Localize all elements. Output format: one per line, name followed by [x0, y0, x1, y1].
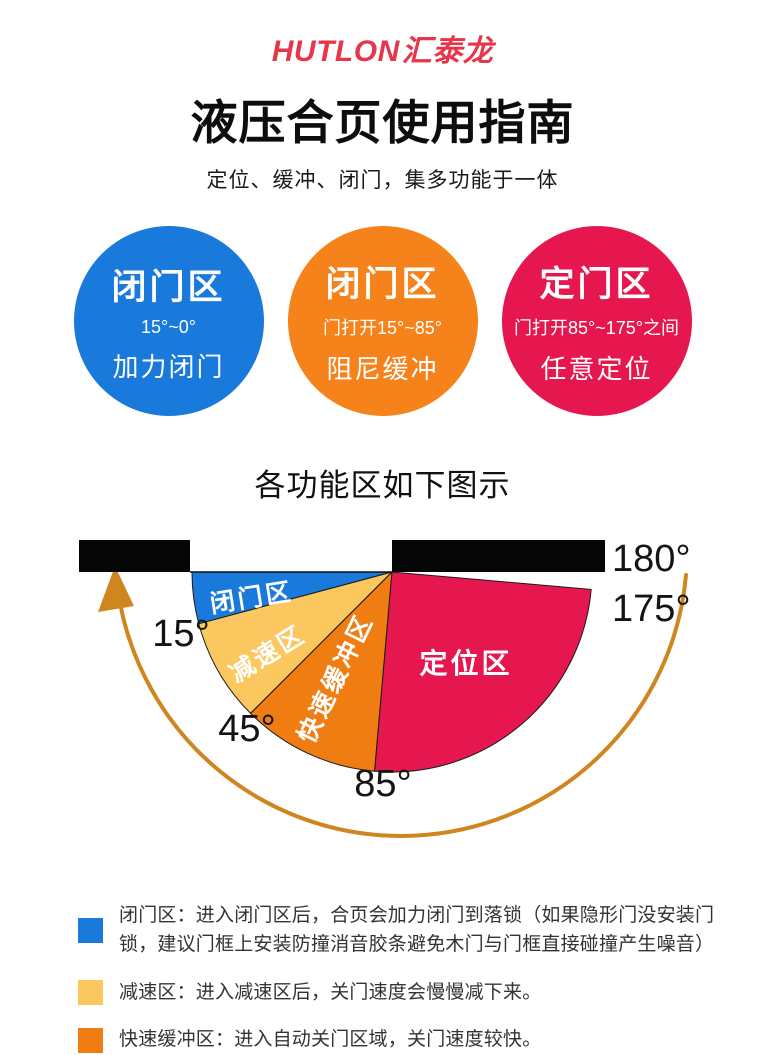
- legend-swatch-blue: [78, 917, 103, 943]
- circle-title: 闭门区: [111, 267, 226, 307]
- page-title: 液压合页使用指南: [190, 96, 575, 149]
- circle-description: 加力闭门: [112, 351, 225, 382]
- legend-item-deceleration-zone: 减速区：进入减速区后，关门速度会慢慢减下来。: [78, 978, 728, 1007]
- circle-angle-range: 门打开15°~85°: [323, 318, 442, 339]
- page-subtitle: 定位、缓冲、闭门，集多功能于一体: [206, 169, 559, 193]
- angle-label-85: 85°: [354, 763, 411, 805]
- legend-item-closing-zone: 闭门区：进入闭门区后，合页会加力闭门到落锁（如果隐形门没安装门锁，建议门框上安装…: [78, 901, 728, 960]
- door-swing-arrowhead-icon: [98, 566, 134, 613]
- feature-circles: 闭门区 15°~0° 加力闭门 闭门区 门打开15°~85° 阻尼缓冲 定门区 …: [0, 226, 765, 417]
- door-frame-left-bar: [79, 540, 190, 573]
- door-frame-right-bar: [392, 540, 605, 573]
- wedge-positioning-zone: [374, 571, 592, 773]
- brand-logo-cn: 汇泰龙: [401, 35, 494, 68]
- diagram-heading: 各功能区如下图示: [254, 468, 511, 504]
- circle-damping-zone: 闭门区 门打开15°~85° 阻尼缓冲: [287, 226, 478, 417]
- door-swing-diagram: 闭门区 减速区 快速缓冲区 定位区 15° 45° 85° 180° 175°: [79, 538, 691, 838]
- circle-hold-open-zone: 定门区 门打开85°~175°之间 任意定位: [501, 226, 692, 417]
- door-swing-arrow-arc: [117, 573, 688, 838]
- angle-label-175: 175°: [612, 588, 691, 630]
- angle-label-45: 45°: [218, 708, 275, 750]
- circle-description: 阻尼缓冲: [326, 354, 439, 385]
- legend-text: 闭门区：进入闭门区后，合页会加力闭门到落锁（如果隐形门没安装门锁，建议门框上安装…: [119, 905, 715, 956]
- angle-label-180: 180°: [612, 538, 691, 580]
- angle-label-15: 15°: [152, 613, 209, 655]
- legend-swatch-yellow: [78, 980, 103, 1006]
- circle-angle-range: 15°~0°: [141, 316, 196, 337]
- legend-text: 减速区：进入减速区后，关门速度会慢慢减下来。: [119, 981, 542, 1003]
- circle-closing-zone: 闭门区 15°~0° 加力闭门: [73, 226, 264, 417]
- circle-description: 任意定位: [540, 354, 653, 385]
- circle-title: 定门区: [539, 265, 654, 305]
- wedge-deceleration-zone: [198, 571, 394, 715]
- label-positioning-zone: 定位区: [419, 647, 512, 679]
- brand-logo-en: HUTLON: [271, 35, 400, 68]
- legend-text: 快速缓冲区：进入自动关门区域，关门速度较快。: [119, 1029, 542, 1051]
- wedge-fast-buffer-zone: [249, 570, 393, 772]
- legend: 闭门区：进入闭门区后，合页会加力闭门到落锁（如果隐形门没安装门锁，建议门框上安装…: [78, 901, 728, 1055]
- circle-title: 闭门区: [325, 265, 440, 305]
- brand-logo: HUTLON汇泰龙: [0, 0, 765, 70]
- legend-swatch-orange: [78, 1027, 103, 1053]
- circle-angle-range: 门打开85°~175°之间: [514, 318, 679, 339]
- legend-item-fast-buffer-zone: 快速缓冲区：进入自动关门区域，关门速度较快。: [78, 1025, 728, 1054]
